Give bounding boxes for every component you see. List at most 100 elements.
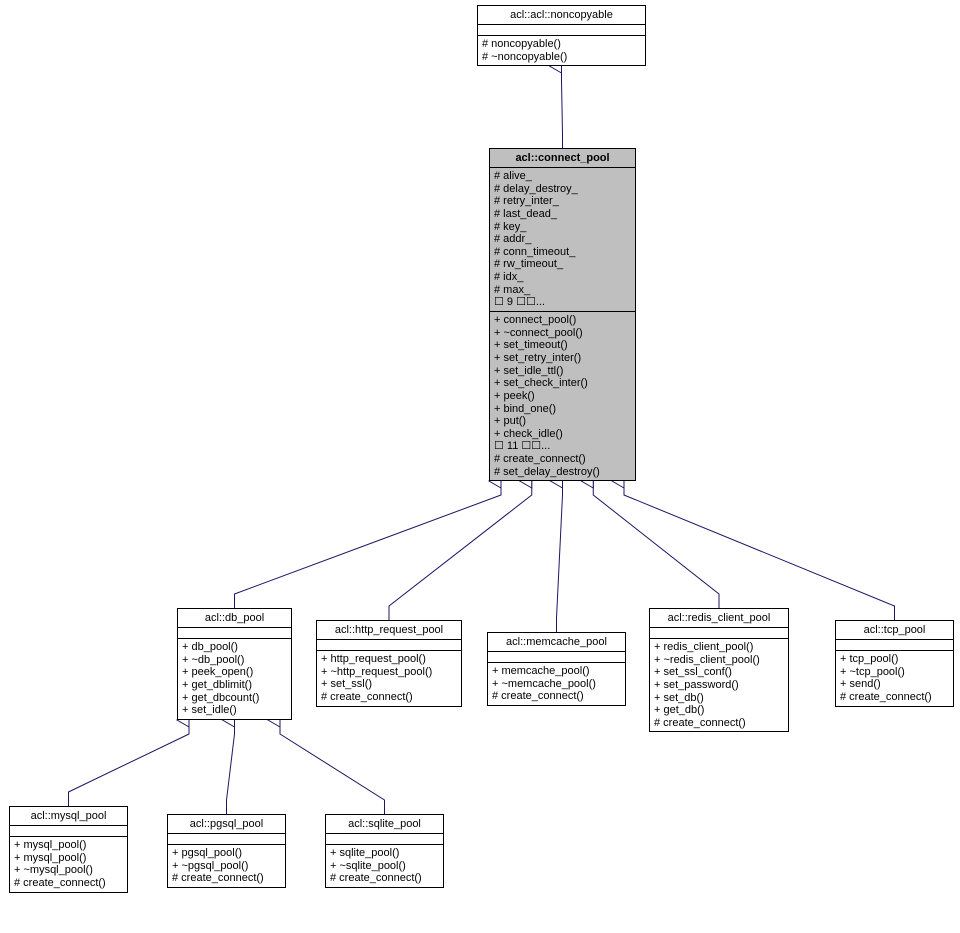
attr-row: # last_dead_ (494, 208, 631, 221)
class-tcp_pool: acl::tcp_pool+ tcp_pool()+ ~tcp_pool()+ … (835, 620, 954, 707)
op-row: + get_dbcount() (182, 692, 287, 705)
op-row: + set_db() (654, 692, 784, 705)
op-row: + get_dblimit() (182, 679, 287, 692)
attr-row: # idx_ (494, 271, 631, 284)
class-attrs (650, 628, 788, 639)
class-ops: + mysql_pool()+ mysql_pool()+ ~mysql_poo… (10, 837, 127, 892)
class-title: acl::sqlite_pool (326, 815, 443, 834)
class-memcache_pool: acl::memcache_pool+ memcache_pool()+ ~me… (487, 632, 626, 706)
op-row: + ~pgsql_pool() (172, 860, 281, 873)
op-row: + set_check_inter() (494, 377, 631, 390)
class-db_pool: acl::db_pool+ db_pool()+ ~db_pool()+ pee… (177, 608, 292, 720)
uml-diagram: acl::acl::noncopyable# noncopyable()# ~n… (0, 0, 960, 933)
attr-row: # alive_ (494, 170, 631, 183)
class-ops: + memcache_pool()+ ~memcache_pool()# cre… (488, 663, 625, 705)
op-row: + ~connect_pool() (494, 327, 631, 340)
class-ops: + connect_pool()+ ~connect_pool()+ set_t… (490, 312, 635, 480)
op-row: + ~memcache_pool() (492, 678, 621, 691)
class-http_request_pool: acl::http_request_pool+ http_request_poo… (316, 620, 462, 707)
op-row: + db_pool() (182, 641, 287, 654)
op-row: + http_request_pool() (321, 653, 457, 666)
class-title: acl::acl::noncopyable (478, 6, 645, 25)
class-attrs (168, 834, 285, 845)
edge-pgsql_pool-to-db_pool (227, 720, 235, 814)
class-attrs (326, 834, 443, 845)
class-title: acl::tcp_pool (836, 621, 953, 640)
class-ops: + redis_client_pool()+ ~redis_client_poo… (650, 639, 788, 731)
class-attrs (317, 640, 461, 651)
op-row: + mysql_pool() (14, 839, 123, 852)
op-row: + ~mysql_pool() (14, 864, 123, 877)
attr-row: # rw_timeout_ (494, 258, 631, 271)
attr-row: # delay_destroy_ (494, 183, 631, 196)
edge-http_request_pool-to-connect_pool (389, 481, 532, 620)
op-row: + put() (494, 415, 631, 428)
op-row: + set_idle() (182, 704, 287, 717)
class-connect_pool: acl::connect_pool# alive_# delay_destroy… (489, 148, 636, 481)
class-redis_client_pool: acl::redis_client_pool+ redis_client_poo… (649, 608, 789, 732)
attr-row: ☐ 9 ☐☐... (494, 296, 631, 309)
edge-sqlite_pool-to-db_pool (280, 720, 385, 814)
op-row: + ~db_pool() (182, 654, 287, 667)
class-title: acl::mysql_pool (10, 807, 127, 826)
edges-layer (0, 0, 960, 933)
op-row: # ~noncopyable() (482, 51, 641, 64)
class-attrs (488, 652, 625, 663)
class-title: acl::redis_client_pool (650, 609, 788, 628)
class-title: acl::http_request_pool (317, 621, 461, 640)
op-row: # create_connect() (14, 877, 123, 890)
op-row: + set_retry_inter() (494, 352, 631, 365)
class-attrs (478, 25, 645, 36)
op-row: # noncopyable() (482, 38, 641, 51)
op-row: + tcp_pool() (840, 653, 949, 666)
op-row: + sqlite_pool() (330, 847, 439, 860)
op-row: + memcache_pool() (492, 665, 621, 678)
op-row: + set_ssl() (321, 678, 457, 691)
op-row: + set_timeout() (494, 339, 631, 352)
class-attrs: # alive_# delay_destroy_# retry_inter_# … (490, 168, 635, 312)
attr-row: # conn_timeout_ (494, 246, 631, 259)
class-ops: + db_pool()+ ~db_pool()+ peek_open()+ ge… (178, 639, 291, 719)
op-row: # create_connect() (321, 691, 457, 704)
class-attrs (10, 826, 127, 837)
class-title: acl::db_pool (178, 609, 291, 628)
class-mysql_pool: acl::mysql_pool+ mysql_pool()+ mysql_poo… (9, 806, 128, 893)
op-row: + get_db() (654, 704, 784, 717)
class-ops: # noncopyable()# ~noncopyable() (478, 36, 645, 65)
op-row: ☐ 11 ☐☐... (494, 440, 631, 453)
op-row: + mysql_pool() (14, 852, 123, 865)
op-row: + send() (840, 678, 949, 691)
op-row: # create_connect() (494, 453, 631, 466)
class-pgsql_pool: acl::pgsql_pool+ pgsql_pool()+ ~pgsql_po… (167, 814, 286, 888)
op-row: + set_password() (654, 679, 784, 692)
class-ops: + sqlite_pool()+ ~sqlite_pool()# create_… (326, 845, 443, 887)
class-title: acl::pgsql_pool (168, 815, 285, 834)
attr-row: # retry_inter_ (494, 195, 631, 208)
class-noncopyable: acl::acl::noncopyable# noncopyable()# ~n… (477, 5, 646, 66)
class-ops: + tcp_pool()+ ~tcp_pool()+ send()# creat… (836, 651, 953, 706)
edge-tcp_pool-to-connect_pool (624, 481, 895, 620)
class-ops: + http_request_pool()+ ~http_request_poo… (317, 651, 461, 706)
edge-mysql_pool-to-db_pool (69, 720, 190, 806)
edge-db_pool-to-connect_pool (235, 481, 502, 608)
op-row: + ~http_request_pool() (321, 666, 457, 679)
op-row: + set_ssl_conf() (654, 666, 784, 679)
op-row: + ~tcp_pool() (840, 666, 949, 679)
class-sqlite_pool: acl::sqlite_pool+ sqlite_pool()+ ~sqlite… (325, 814, 444, 888)
attr-row: # addr_ (494, 233, 631, 246)
op-row: # set_delay_destroy() (494, 466, 631, 479)
op-row: # create_connect() (492, 690, 621, 703)
attr-row: # key_ (494, 221, 631, 234)
op-row: + peek() (494, 390, 631, 403)
op-row: + check_idle() (494, 428, 631, 441)
op-row: + set_idle_ttl() (494, 365, 631, 378)
op-row: + ~sqlite_pool() (330, 860, 439, 873)
class-attrs (178, 628, 291, 639)
edge-redis_client_pool-to-connect_pool (593, 481, 719, 608)
op-row: + connect_pool() (494, 314, 631, 327)
op-row: + bind_one() (494, 403, 631, 416)
op-row: + pgsql_pool() (172, 847, 281, 860)
op-row: # create_connect() (654, 717, 784, 730)
op-row: + peek_open() (182, 666, 287, 679)
op-row: # create_connect() (172, 872, 281, 885)
